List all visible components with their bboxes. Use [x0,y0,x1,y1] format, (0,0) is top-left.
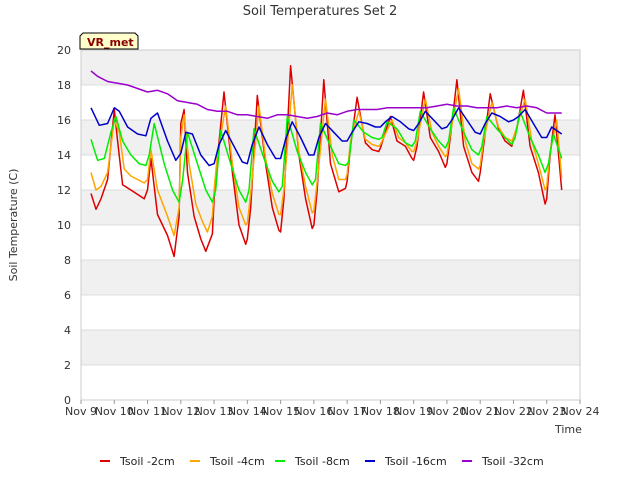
x-tick-label: Nov 12 [161,405,200,418]
plot-band [81,330,580,365]
x-tick-label: Nov 18 [361,405,400,418]
legend-label: Tsoil -2cm [119,455,175,468]
y-tick-label: 6 [64,289,71,302]
y-tick-label: 12 [57,184,71,197]
plot-band [81,295,580,330]
series-lines [90,65,563,258]
plot-band [81,365,580,400]
y-tick-label: 10 [57,219,71,232]
y-tick-label: 14 [57,149,71,162]
y-tick-label: 18 [57,79,71,92]
plot-band [81,260,580,295]
y-tick-label: 0 [64,394,71,407]
y-tick-label: 2 [64,359,71,372]
x-tick-label: Nov 21 [461,405,500,418]
plot-frame [80,49,581,401]
x-tick-label: Nov 9 [65,405,97,418]
y-axis: 0 2 4 6 8 10 12 14 16 18 20 [57,44,71,407]
site-badge: VR_met [79,32,139,50]
legend-label: Tsoil -8cm [294,455,350,468]
series-line-3 [90,107,563,167]
legend: Tsoil -2cm Tsoil -4cm Tsoil -8cm Tsoil -16c… [100,455,544,468]
plot-background-bands [81,50,580,400]
badge-label: VR_met [87,36,134,49]
y-axis-label: Soil Temperature (C) [7,169,20,282]
x-tick-label: Nov 24 [561,405,600,418]
series-line-4 [90,70,562,120]
y-tick-label: 20 [57,44,71,57]
x-tick-label: Nov 20 [427,405,466,418]
x-tick-label: Nov 19 [394,405,433,418]
legend-label: Tsoil -32cm [481,455,544,468]
x-tick-label: Nov 23 [527,405,566,418]
x-tick-label: Nov 17 [328,405,367,418]
x-tick-label: Nov 13 [195,405,234,418]
y-tick-label: 4 [64,324,71,337]
x-tick-label: Nov 10 [95,405,134,418]
legend-label: Tsoil -4cm [209,455,265,468]
plot-band [81,225,580,260]
badge-box [79,32,139,50]
x-axis-label: Time [554,423,582,436]
chart-title: Soil Temperatures Set 2 [243,4,398,19]
y-tick-label: 8 [64,254,71,267]
x-tick-label: Nov 15 [261,405,300,418]
plot-band [81,50,580,85]
x-tick-label: Nov 14 [228,405,267,418]
x-tick-label: Nov 16 [294,405,333,418]
series-line-2 [90,107,563,203]
legend-label: Tsoil -16cm [384,455,447,468]
y-tick-label: 16 [57,114,71,127]
x-tick-label: Nov 11 [128,405,167,418]
x-tick-label: Nov 22 [494,405,533,418]
